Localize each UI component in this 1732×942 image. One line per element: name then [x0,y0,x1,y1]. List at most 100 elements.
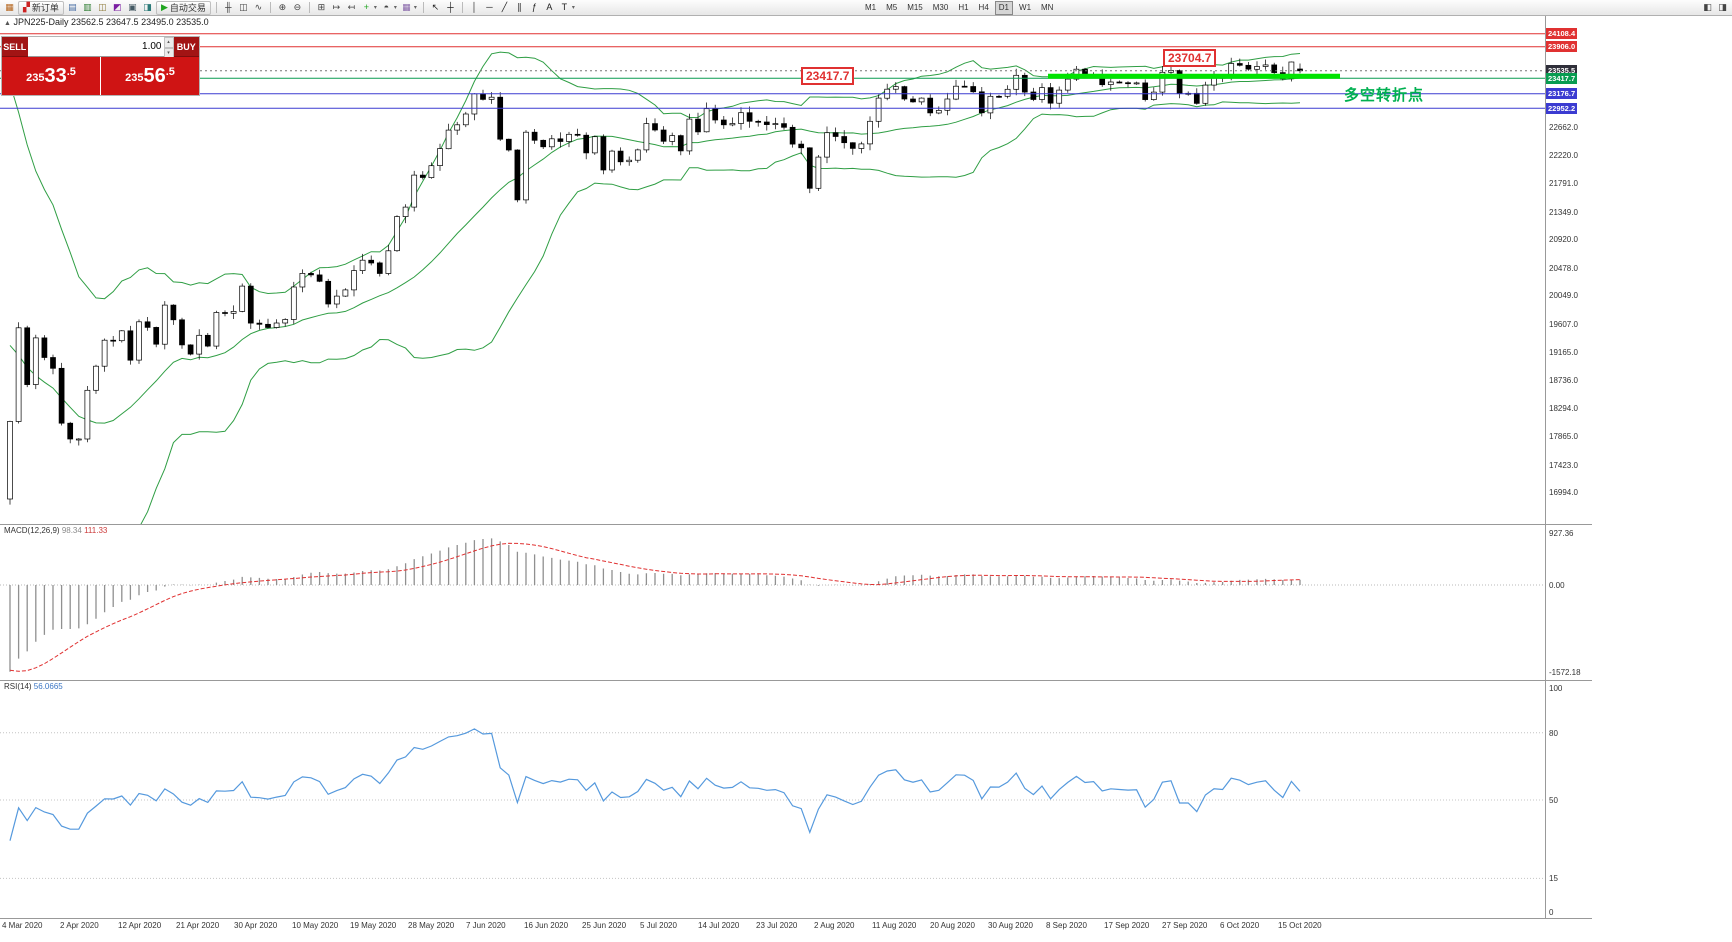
time-axis-label: 17 Sep 2020 [1104,921,1150,930]
data-window-icon[interactable]: ◫ [98,2,107,12]
sell-price[interactable]: 235 33.5 [2,57,100,95]
periods-icon[interactable]: ◓ [383,2,390,12]
cursor-icon[interactable]: ↖ [431,2,440,12]
volume-input[interactable] [27,37,164,56]
fibonacci-icon[interactable]: ƒ [531,2,537,12]
equidistant-channel-icon[interactable]: ∥ [517,2,522,12]
candlestick-chart-icon[interactable]: ◫ [239,2,248,12]
chart-title: ▲ JPN225-Daily 23562.5 23647.5 23495.0 2… [4,17,209,27]
macd-axis-label: -1572.18 [1549,668,1581,678]
time-axis-label: 20 Aug 2020 [930,921,975,930]
navigator-icon[interactable]: ◩ [113,2,122,12]
buy-price[interactable]: 235 56.5 [101,57,199,95]
rsi-label: RSI(14) 56.0665 [4,682,63,691]
main-toolbar: ▦ ▞ 新订单 ▤ ▥ ◫ ◩ ▣ ◨ ▶ 自动交易 ╫ ◫ ∿ ⊕ ⊖ ⊞ ↦ ↤ + ▾ ◓ ▾ ▦ ▾ ↖ ┼ │ ─ ╱ ∥ ƒ A T ▾… [0,0,1732,16]
horizontal-line-icon[interactable]: ─ [486,2,493,12]
text-icon[interactable]: A [546,2,553,12]
timeframe-m30[interactable]: M30 [932,2,949,12]
price-axis-chip: 23176.7 [1546,88,1578,100]
tile-windows-icon[interactable]: ⊞ [317,2,326,12]
toolbar-separator [461,2,463,13]
price-axis-label: 18294.0 [1549,404,1578,414]
timeframe-m15[interactable]: M15 [907,2,923,12]
price-axis-label: 17865.0 [1549,432,1578,442]
autotrade-button-icon: ▶ [160,2,168,12]
price-axis-label: 21791.0 [1549,179,1578,189]
time-axis-label: 30 Apr 2020 [234,921,278,930]
time-axis-label: 25 Jun 2020 [582,921,627,930]
new-order-button-icon: ▞ [23,2,30,12]
sell-button[interactable]: SELL [2,37,28,57]
new-chart-icon[interactable]: ▦ [5,2,14,12]
price-axis-label: 20920.0 [1549,235,1578,245]
rsi-axis-label: 80 [1549,728,1558,738]
strategy-tester-icon[interactable]: ◨ [143,2,152,12]
time-axis-label: 30 Aug 2020 [988,921,1033,930]
autotrade-button-label: 自动交易 [169,3,206,13]
symbol-marker-icon: ▲ [4,20,11,27]
timeframe-d1[interactable]: D1 [994,0,1014,15]
volume-up-button[interactable]: ▴ [163,37,174,48]
price-axis-label: 17423.0 [1549,460,1578,470]
trendline-icon[interactable]: ╱ [501,2,508,12]
toolbar-separator [215,2,217,13]
toolbar-separator [308,2,310,13]
crosshair-icon[interactable]: ┼ [447,2,454,12]
timeframe-w1[interactable]: W1 [1019,2,1032,12]
market-watch-icon[interactable]: ▥ [83,2,92,12]
price-axis-label: 22220.0 [1549,151,1578,161]
price-axis-chip: 23417.7 [1546,72,1578,84]
price-axis-label: 16994.0 [1549,488,1578,498]
price-axis-chip: 23906.0 [1546,41,1578,53]
macd-axis-label: 0.00 [1549,581,1565,590]
toolbar-separator [269,2,271,13]
dock-left-icon[interactable]: ◧ [1703,2,1712,12]
time-axis-label: 28 May 2020 [408,921,455,930]
price-axis-label: 22662.0 [1549,123,1578,132]
dropdown-arrow-icon[interactable]: ▾ [393,5,397,11]
time-axis-label: 12 Apr 2020 [118,921,162,930]
auto-scroll-icon[interactable]: ↦ [332,2,341,12]
vertical-line-icon[interactable]: │ [471,2,478,12]
timeframe-h1[interactable]: H1 [958,2,969,12]
indicators-icon[interactable]: + [363,2,369,12]
chart-ohlc: 23562.5 23647.5 23495.0 23535.0 [71,17,209,27]
time-axis-label: 7 Jun 2020 [466,921,506,930]
timeframe-m1[interactable]: M1 [864,2,877,12]
zoom-in-icon[interactable]: ⊕ [278,2,287,12]
macd-label: MACD(12,26,9) 98.34 111.33 [4,526,108,535]
price-axis-label: 21349.0 [1549,207,1578,217]
timeframe-h4[interactable]: H4 [978,2,989,12]
new-order-button[interactable]: ▞ 新订单 [18,0,64,15]
macd-axis-label: 927.36 [1549,529,1574,539]
bar-chart-icon[interactable]: ╫ [225,2,232,12]
chart-profiles-icon[interactable]: ▤ [68,2,77,12]
arrows-icon[interactable]: T [561,2,568,12]
timeframe-m5[interactable]: M5 [886,2,898,12]
time-axis-label: 2 Aug 2020 [814,921,855,930]
dropdown-arrow-icon[interactable]: ▾ [413,5,417,11]
price-label-annotation-23417: 23417.7 [801,67,855,85]
dock-right-icon[interactable]: ◨ [1718,2,1727,12]
turning-point-label: 多空转折点 [1344,87,1425,104]
time-axis-label: 19 May 2020 [350,921,397,930]
line-chart-icon[interactable]: ∿ [254,2,263,12]
buy-button[interactable]: BUY [173,37,199,57]
zoom-out-icon[interactable]: ⊖ [293,2,302,12]
dropdown-arrow-icon[interactable]: ▾ [373,5,377,11]
autotrade-button[interactable]: ▶ 自动交易 [155,0,211,15]
terminal-icon[interactable]: ▣ [128,2,137,12]
price-axis-chip: 23535.5 [1546,65,1578,77]
time-axis-label: 21 Apr 2020 [176,921,220,930]
rsi-axis-label: 15 [1549,874,1558,884]
time-axis-label: 15 Oct 2020 [1278,921,1322,930]
dropdown-arrow-icon[interactable]: ▾ [571,5,575,11]
time-axis-label: 6 Oct 2020 [1220,921,1260,930]
timeframe-mn[interactable]: MN [1041,2,1054,12]
templates-icon[interactable]: ▦ [402,2,411,12]
chart-shift-icon[interactable]: ↤ [347,2,356,12]
time-axis-label: 4 Mar 2020 [2,921,43,930]
